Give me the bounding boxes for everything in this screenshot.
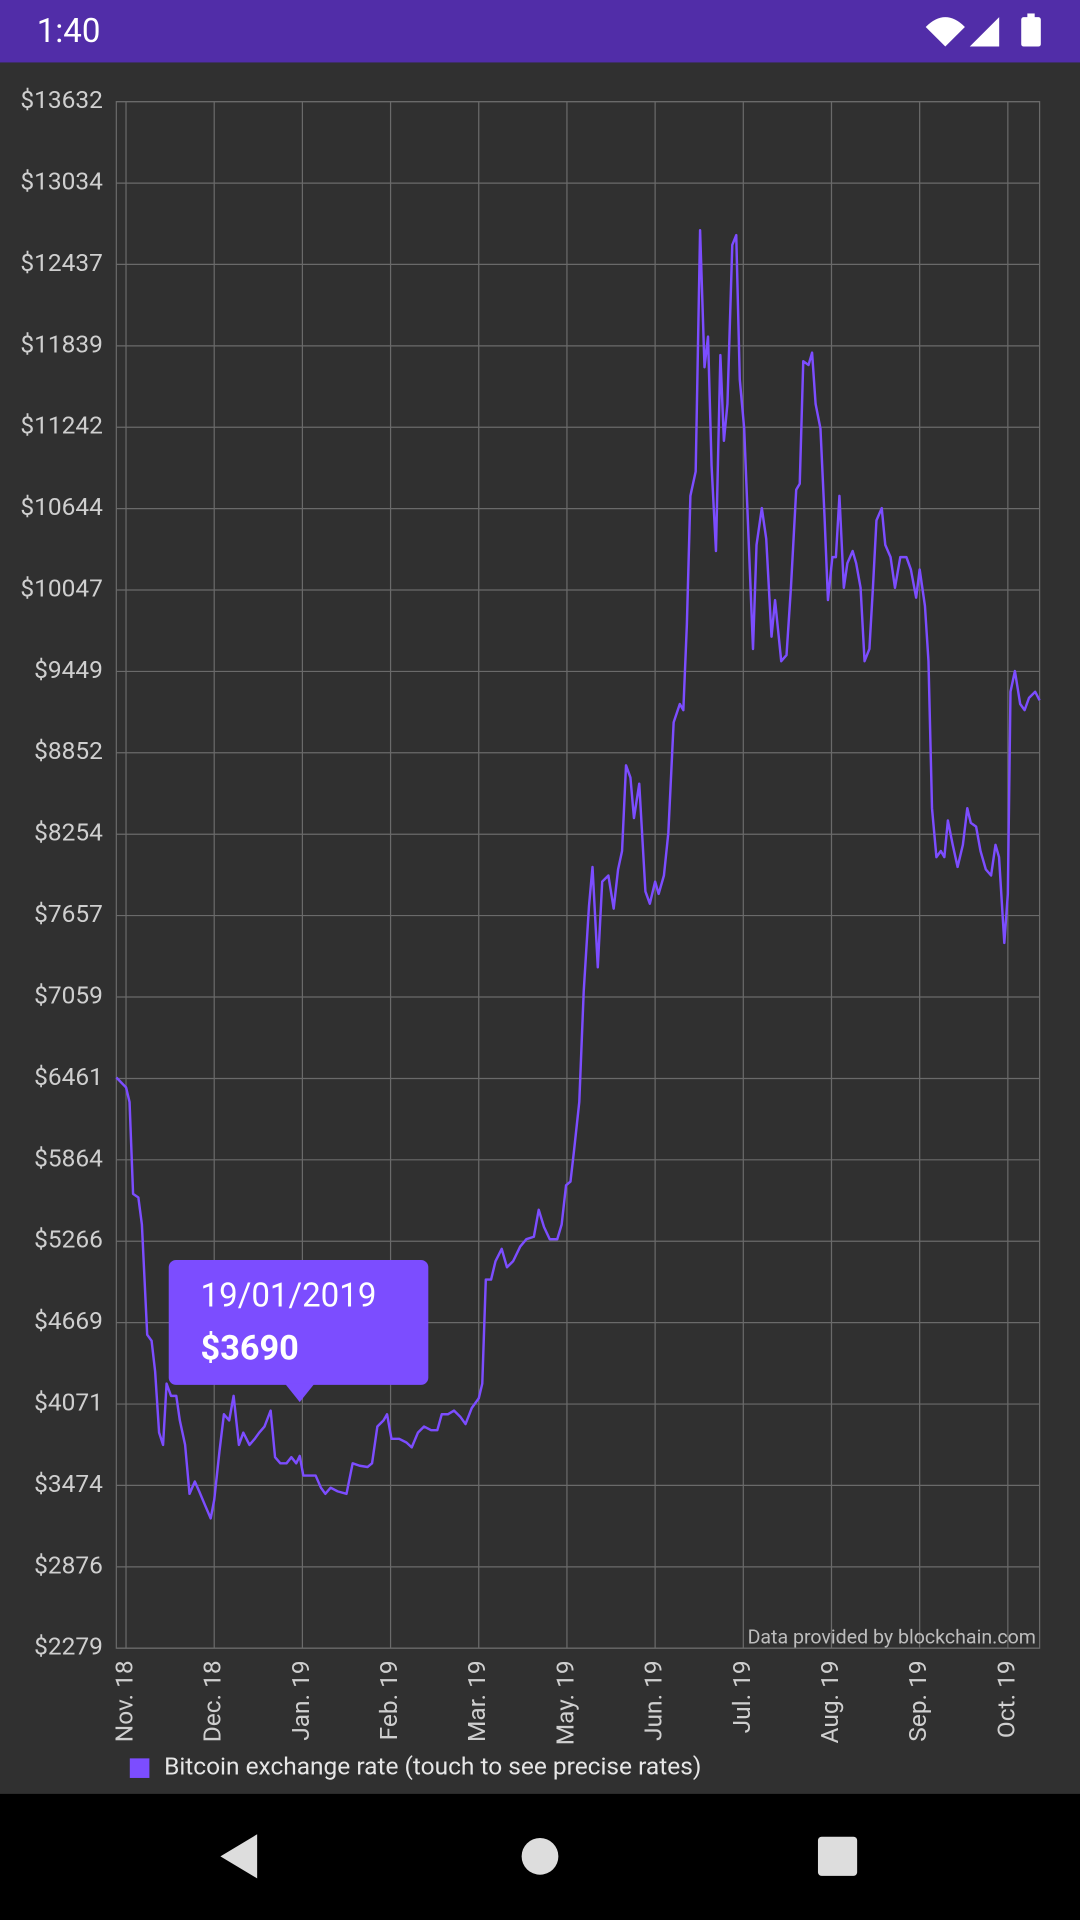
x-tick-label: Jun. 19 — [639, 1660, 668, 1741]
x-tick-label: Mar. 19 — [462, 1660, 491, 1742]
x-tick-label: Jan. 19 — [286, 1660, 315, 1740]
x-tick-label: Dec. 18 — [198, 1660, 227, 1742]
y-tick-label: $7059 — [34, 980, 103, 1009]
y-tick-label: $7657 — [34, 899, 103, 928]
y-tick-label: $13034 — [20, 167, 103, 196]
tooltip-value: $3690 — [201, 1329, 299, 1369]
y-tick-label: $12437 — [20, 248, 103, 277]
battery-tip — [1027, 13, 1035, 19]
plot-border — [115, 101, 1041, 1649]
legend-swatch — [129, 1758, 150, 1778]
status-time: 1:40 — [37, 12, 101, 51]
x-tick-label: Feb. 19 — [374, 1660, 403, 1740]
battery-icon — [1021, 17, 1041, 47]
tooltip-pointer — [285, 1383, 315, 1403]
y-tick-label: $8852 — [34, 736, 103, 765]
x-tick-label: Aug. 19 — [815, 1660, 844, 1743]
chart[interactable]: $2279 $2876 $3474 $4071 $4669 $5266 $5864 $6461… — [20, 85, 1041, 1781]
status-bar — [0, 0, 1080, 63]
attribution: Data provided by blockchain.com — [748, 1626, 1036, 1649]
nav-home[interactable] — [521, 1837, 559, 1875]
legend-label: Bitcoin exchange rate (touch to see prec… — [164, 1752, 701, 1781]
x-tick-label: Sep. 19 — [903, 1660, 932, 1741]
nav-back[interactable] — [220, 1834, 258, 1879]
price-line — [115, 229, 1041, 1520]
x-tick-label: Nov. 18 — [109, 1660, 138, 1742]
y-tick-label: $6461 — [34, 1062, 103, 1091]
y-tick-label: $5864 — [34, 1143, 103, 1172]
y-tick-label: $2876 — [34, 1550, 103, 1579]
y-tick-label: $4071 — [34, 1388, 103, 1417]
y-tick-label: $9449 — [34, 655, 103, 684]
x-tick-label: Oct. 19 — [991, 1660, 1020, 1738]
y-tick-label: $4669 — [34, 1306, 103, 1335]
y-tick-label: $10644 — [20, 492, 103, 521]
y-tick-label: $2279 — [34, 1632, 103, 1661]
y-tick-label: $11242 — [20, 411, 103, 440]
x-tick-label: May. 19 — [550, 1660, 579, 1745]
x-tick-label: Jul. 19 — [727, 1660, 756, 1733]
y-tick-label: $11839 — [20, 329, 103, 358]
y-tick-label: $8254 — [34, 818, 103, 847]
y-tick-label: $10047 — [20, 573, 103, 602]
nav-recents[interactable] — [817, 1836, 858, 1876]
y-tick-label: $13632 — [20, 85, 103, 114]
tooltip-date: 19/01/2019 — [201, 1277, 377, 1316]
tooltip-box — [168, 1260, 429, 1385]
y-tick-label: $5266 — [34, 1225, 103, 1254]
wifi-icon — [925, 17, 965, 47]
y-tick-label: $3474 — [34, 1469, 103, 1498]
